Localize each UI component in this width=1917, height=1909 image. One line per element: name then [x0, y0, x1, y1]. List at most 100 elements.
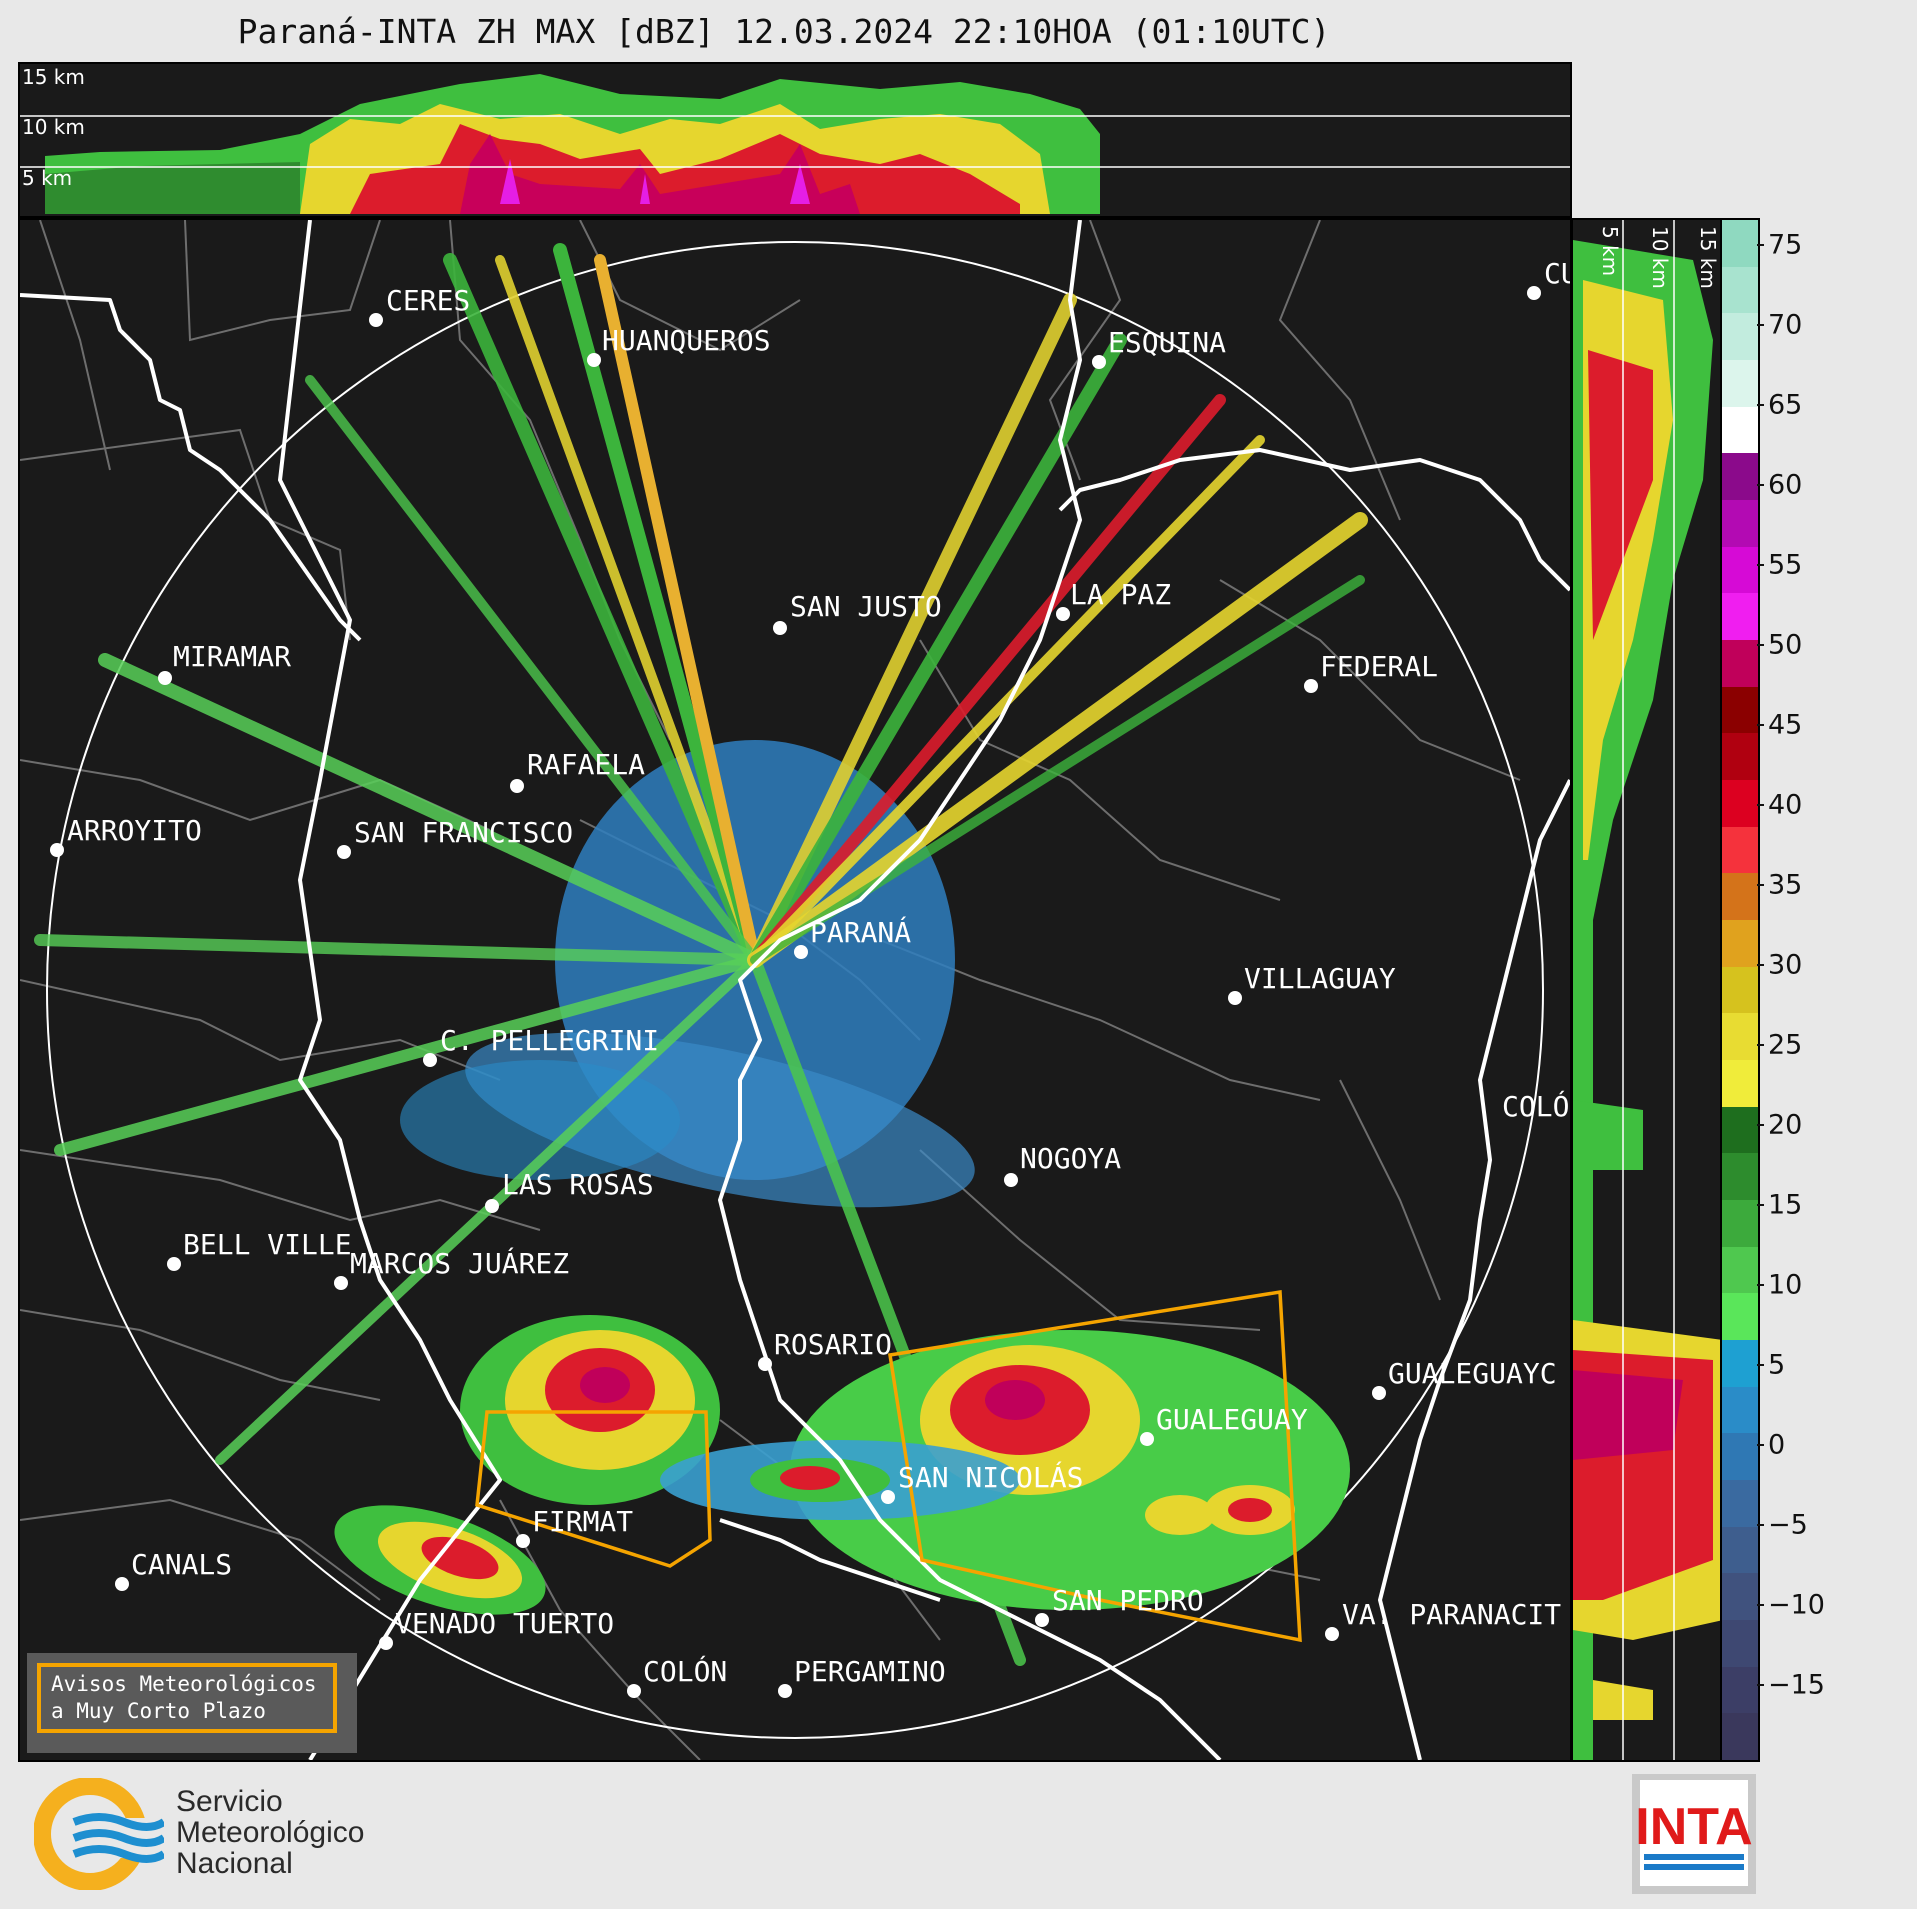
warning-polygons: [475, 1289, 1302, 1643]
smn-line2: Meteorológico: [176, 1816, 365, 1849]
city-san-justo: SAN JUSTO: [773, 590, 942, 635]
svg-text:COLÓN: COLÓN: [643, 1654, 727, 1688]
colorbar-tick-mark: [1757, 1444, 1764, 1446]
colorbar-tick-mark: [1757, 1684, 1764, 1686]
colorbar-tick-label: 40: [1768, 789, 1803, 821]
city-va-paranacit: VA. PARANACIT: [1325, 1598, 1561, 1641]
colorbar-segment: [1722, 220, 1758, 268]
colorbar-segment: [1722, 1013, 1758, 1061]
inta-logo-icon: INTA: [1635, 1780, 1753, 1886]
svg-text:BELL VILLE: BELL VILLE: [183, 1228, 352, 1261]
city-federal: FEDERAL: [1304, 650, 1438, 693]
city-miramar: MIRAMAR: [158, 640, 291, 685]
city-colon: COLÓN: [627, 1654, 727, 1698]
colorbar-tick-label: 65: [1768, 389, 1803, 421]
height-label-10km: 10 km: [22, 115, 85, 139]
colorbar-tick-mark: [1757, 484, 1764, 486]
warning-legend-box: Avisos Meteorológicos a Muy Corto Plazo: [27, 1653, 357, 1753]
colorbar-segment: [1722, 780, 1758, 828]
city-la-paz: LA PAZ: [1056, 578, 1171, 621]
colorbar-tick-label: −10: [1768, 1589, 1825, 1621]
colorbar-segment: [1722, 500, 1758, 548]
svg-text:HUANQUEROS: HUANQUEROS: [602, 324, 771, 357]
height-label-5km: 5 km: [22, 166, 72, 190]
colorbar-segment: [1722, 1340, 1758, 1388]
city-las-rosas: LAS ROSAS: [485, 1168, 654, 1213]
svg-text:GUALEGUAYC: GUALEGUAYC: [1388, 1357, 1557, 1390]
svg-text:SAN FRANCISCO: SAN FRANCISCO: [354, 816, 573, 849]
smn-line3: Nacional: [176, 1847, 293, 1880]
colorbar-tick-mark: [1757, 564, 1764, 566]
colorbar-segment: [1722, 313, 1758, 361]
svg-text:MARCOS JUÁREZ: MARCOS JUÁREZ: [350, 1246, 569, 1280]
page-title: Paraná-INTA ZH MAX [dBZ] 12.03.2024 22:1…: [237, 12, 1331, 51]
city-ceres: CERES: [369, 284, 470, 327]
city-c-pellegrini: C. PELLEGRINI: [423, 1024, 659, 1067]
city-gualeguayc: GUALEGUAYC: [1372, 1357, 1557, 1400]
colorbar-segment: [1722, 546, 1758, 594]
colorbar-segment: [1722, 873, 1758, 921]
colorbar-tick-mark: [1757, 1124, 1764, 1126]
colorbar-tick-label: 30: [1768, 949, 1803, 981]
colorbar-tick-mark: [1757, 1284, 1764, 1286]
radar-map-svg: CERES HUANQUEROS ESQUINA CU MIRAMAR SAN …: [20, 220, 1570, 1760]
colorbar-segment: [1722, 1386, 1758, 1434]
svg-text:COLÓ: COLÓ: [1502, 1089, 1569, 1123]
height-label-15km: 15 km: [22, 65, 85, 89]
colorbar-tick-mark: [1757, 1044, 1764, 1046]
colorbar-segment: [1722, 1713, 1758, 1761]
colorbar-segment: [1722, 406, 1758, 454]
radar-map-panel: CERES HUANQUEROS ESQUINA CU MIRAMAR SAN …: [18, 218, 1572, 1762]
warning-polygon-gualeguay: [888, 1289, 1302, 1643]
svg-text:ROSARIO: ROSARIO: [774, 1328, 892, 1361]
city-markers: CERES HUANQUEROS ESQUINA CU MIRAMAR SAN …: [50, 257, 1570, 1698]
colorbar-tick-mark: [1757, 804, 1764, 806]
svg-text:CU: CU: [1544, 257, 1570, 290]
colorbar-segment: [1722, 453, 1758, 501]
svg-text:RAFAELA: RAFAELA: [527, 748, 645, 781]
colorbar-segment: [1722, 1060, 1758, 1108]
colorbar-segment: [1722, 1480, 1758, 1528]
city-venado-tuerto: VENADO TUERTO: [379, 1607, 614, 1650]
colorbar-tick-label: 20: [1768, 1109, 1803, 1141]
city-pergamino: PERGAMINO: [778, 1655, 946, 1698]
colorbar-segment: [1722, 1573, 1758, 1621]
inta-logo-text: INTA: [1635, 1798, 1752, 1856]
svg-text:VILLAGUAY: VILLAGUAY: [1244, 962, 1396, 995]
colorbar-segment: [1722, 733, 1758, 781]
colorbar-segment: [1722, 1526, 1758, 1574]
city-parana: PARANÁ: [794, 915, 911, 959]
city-arroyito: ARROYITO: [50, 814, 202, 857]
province-boundaries: [20, 220, 1570, 1760]
height-label-15km-v: 15 km: [1696, 226, 1720, 289]
colorbar-tick-mark: [1757, 1604, 1764, 1606]
svg-text:CANALS: CANALS: [131, 1548, 232, 1581]
radar-spokes: [34, 243, 1368, 1666]
colorbar-segment: [1722, 1433, 1758, 1481]
height-label-10km-v: 10 km: [1648, 226, 1672, 289]
city-villaguay: VILLAGUAY: [1228, 962, 1396, 1005]
city-bell-ville: BELL VILLE: [167, 1228, 352, 1271]
colorbar-segment: [1722, 1153, 1758, 1201]
colorbar-tick-label: 50: [1768, 629, 1803, 661]
city-rafaela: RAFAELA: [510, 748, 645, 793]
colorbar-segment: [1722, 966, 1758, 1014]
colorbar-tick-mark: [1757, 244, 1764, 246]
colorbar-tick-mark: [1757, 884, 1764, 886]
svg-text:ESQUINA: ESQUINA: [1108, 326, 1226, 359]
colorbar-tick-label: 10: [1768, 1269, 1803, 1301]
colorbar-tick-label: 5: [1768, 1349, 1786, 1381]
colorbar-segment: [1722, 1106, 1758, 1154]
colorbar-tick-label: 35: [1768, 869, 1803, 901]
svg-text:ARROYITO: ARROYITO: [67, 814, 202, 847]
colorbar-segment: [1722, 593, 1758, 641]
colorbar-tick-mark: [1757, 324, 1764, 326]
smn-logo-icon: [34, 1778, 164, 1890]
city-gualeguay: GUALEGUAY: [1140, 1403, 1308, 1446]
colorbar-segment: [1722, 1293, 1758, 1341]
inta-logo: INTA: [1632, 1774, 1756, 1894]
svg-text:LAS ROSAS: LAS ROSAS: [502, 1168, 654, 1201]
smn-line1: Servicio: [176, 1785, 283, 1818]
colorbar-tick-mark: [1757, 1524, 1764, 1526]
city-firmat: FIRMAT: [516, 1505, 633, 1548]
